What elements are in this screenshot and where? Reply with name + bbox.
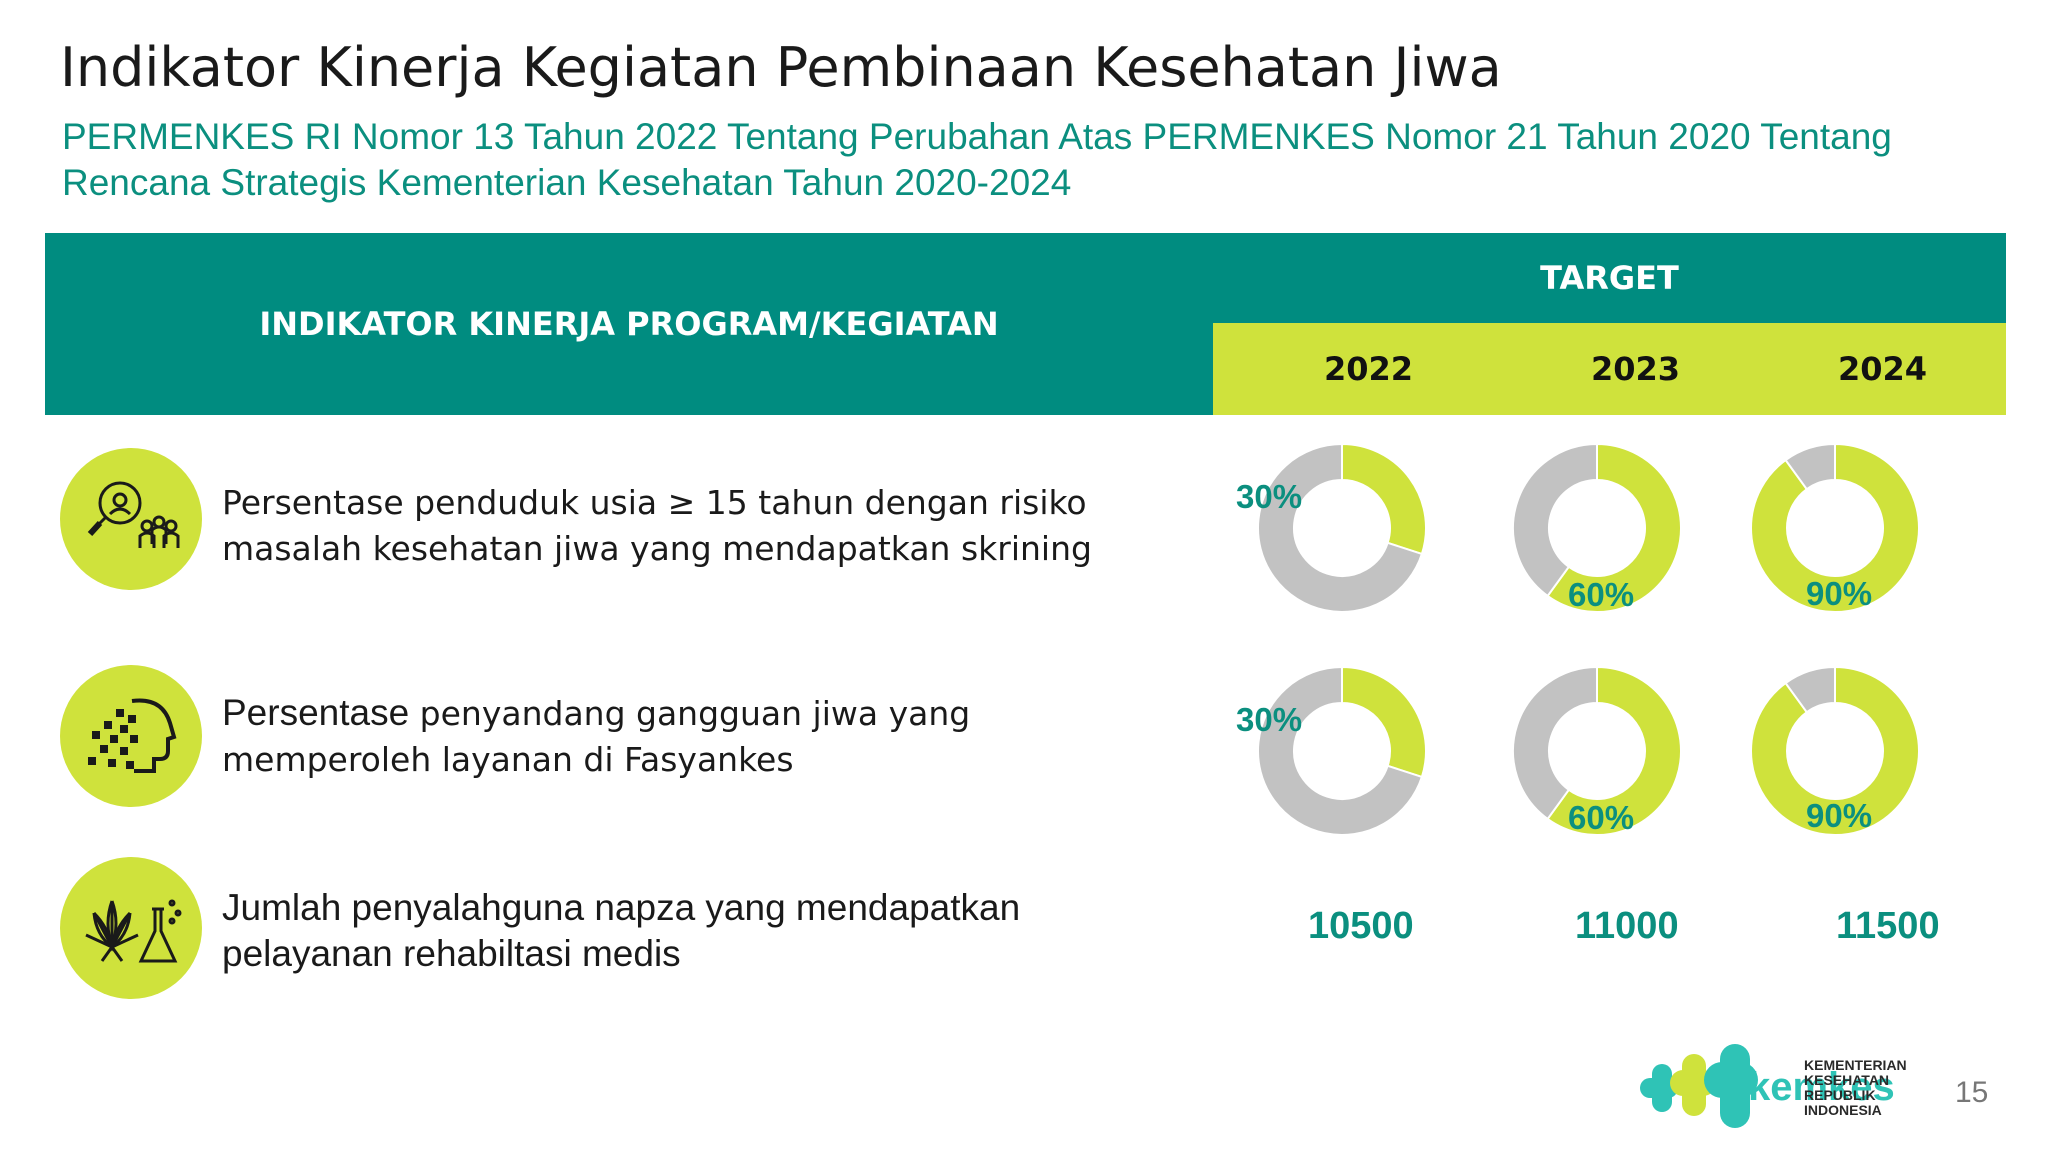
- donut-slice-target: [1341, 443, 1427, 556]
- donut-slice-target: [1546, 443, 1682, 613]
- donut-slice-remaining: [1512, 666, 1598, 821]
- row2-2023-label: 60%: [1568, 799, 1635, 836]
- donut-row2-2024: [1750, 666, 1920, 836]
- donut-slice-remaining: [1784, 443, 1836, 491]
- target-header-label: TARGET: [1540, 259, 1679, 297]
- row3-2024-value: 11500: [1836, 905, 1940, 947]
- year-2023: 2023: [1591, 350, 1681, 388]
- row1-2023-label: 60%: [1568, 576, 1635, 613]
- target-header-cell: TARGET: [1213, 233, 2006, 323]
- logo-word: kemkes: [1748, 1065, 1895, 1109]
- donut-slice-target: [1750, 443, 1920, 613]
- cannabis-flask-icon: [60, 857, 202, 999]
- row3-indicator-text: Jumlah penyalahguna napza yang mendapatk…: [222, 887, 1021, 974]
- kemenkes-logo-icon: kemkes: [1640, 1044, 1895, 1128]
- donut-slice-remaining: [1257, 666, 1424, 836]
- logo-org-line-2: KESEHATAN: [1804, 1072, 1890, 1088]
- year-header-row: 2022 2023 2024: [1213, 323, 2006, 415]
- donut-slice-target: [1341, 666, 1427, 779]
- row3-2023-value: 11000: [1575, 905, 1679, 947]
- donut-row1-2023: [1512, 443, 1682, 613]
- magnifier-people-icon: [60, 448, 202, 590]
- year-2024: 2024: [1838, 350, 1928, 388]
- row1-indicator-text: Persentase penduduk usia ≥ 15 tahun deng…: [222, 483, 1092, 568]
- donut-row1-2022: [1257, 443, 1427, 613]
- row2-indicator-rest: penyandang gangguan jiwa yang memperoleh…: [222, 694, 971, 779]
- row1-2024-label: 90%: [1806, 575, 1873, 612]
- donut-slice-remaining: [1784, 666, 1836, 714]
- donut-row1-2024: [1750, 443, 1920, 613]
- row2-indicator-lead: Persentase: [222, 692, 410, 733]
- row2-2024-label: 90%: [1806, 797, 1873, 834]
- donut-slice-remaining: [1257, 443, 1424, 613]
- donut-slice-remaining: [1512, 443, 1598, 598]
- indicator-header-cell: INDIKATOR KINERJA PROGRAM/KEGIATAN: [45, 233, 1213, 415]
- row3-2022-value: 10500: [1308, 905, 1414, 947]
- page-title: Indikator Kinerja Kegiatan Pembinaan Kes…: [60, 36, 1502, 99]
- page-subtitle: PERMENKES RI Nomor 13 Tahun 2022 Tentang…: [62, 116, 1892, 203]
- donut-row2-2023: [1512, 666, 1682, 836]
- logo-org-text: KEMENTERIAN KESEHATAN REPUBLIK INDONESIA: [1804, 1058, 1907, 1118]
- logo-org-line-4: INDONESIA: [1804, 1102, 1882, 1118]
- logo-org-line-3: REPUBLIK: [1804, 1087, 1876, 1103]
- donut-slice-target: [1546, 666, 1682, 836]
- row1-2022-label: 30%: [1236, 478, 1303, 515]
- donut-row2-2022: [1257, 666, 1427, 836]
- row2-indicator-text: Persentase penyandang gangguan jiwa yang…: [222, 690, 1182, 783]
- indicator-header-label: INDIKATOR KINERJA PROGRAM/KEGIATAN: [259, 305, 999, 343]
- row2-2022-label: 30%: [1236, 701, 1303, 738]
- page-number: 15: [1955, 1076, 1989, 1109]
- donut-slice-target: [1750, 666, 1920, 836]
- year-2022: 2022: [1324, 350, 1414, 388]
- logo-org-line-1: KEMENTERIAN: [1804, 1057, 1907, 1073]
- pixelated-head-icon: [60, 665, 202, 807]
